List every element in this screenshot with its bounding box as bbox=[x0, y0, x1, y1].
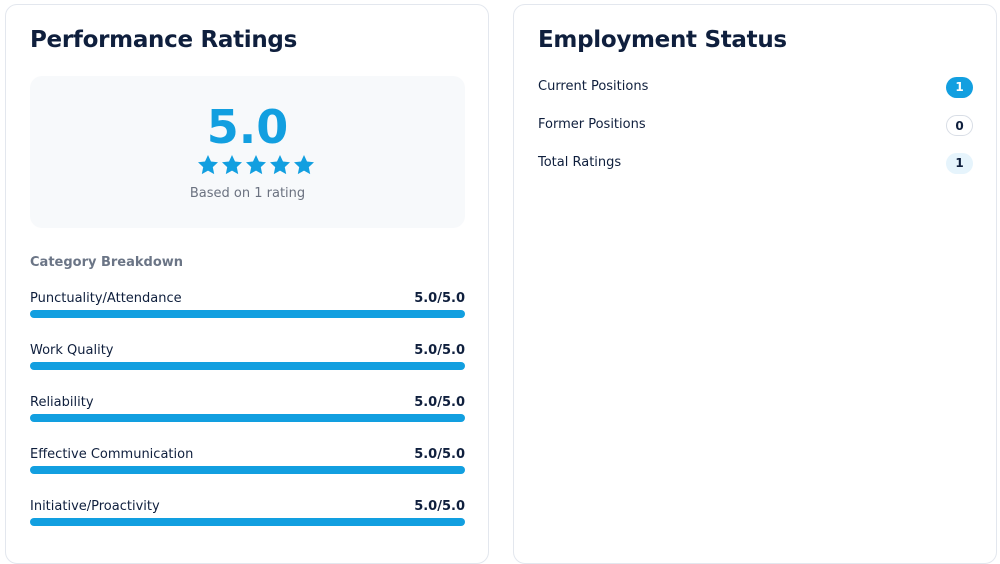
status-row: Current Positions 1 bbox=[538, 77, 973, 99]
category-label: Reliability bbox=[30, 395, 94, 410]
category-score: 5.0/5.0 bbox=[414, 291, 465, 306]
status-label: Total Ratings bbox=[538, 155, 622, 170]
card-title: Performance Ratings bbox=[30, 27, 297, 53]
page: Performance Ratings 5.0 Based on 1 ratin… bbox=[5, 4, 997, 564]
category-score: 5.0/5.0 bbox=[414, 343, 465, 358]
category-row: Punctuality/Attendance 5.0/5.0 bbox=[30, 291, 465, 331]
status-row: Former Positions 0 bbox=[538, 115, 973, 137]
category-score: 5.0/5.0 bbox=[414, 447, 465, 462]
category-row: Effective Communication 5.0/5.0 bbox=[30, 447, 465, 487]
category-score: 5.0/5.0 bbox=[414, 395, 465, 410]
employment-card: Employment Status Current Positions 1 Form… bbox=[513, 4, 997, 564]
count-badge: 1 bbox=[946, 153, 973, 174]
breakdown-title: Category Breakdown bbox=[30, 255, 184, 270]
stars bbox=[198, 155, 314, 175]
progress-bar bbox=[30, 310, 465, 318]
score-box: 5.0 Based on 1 rating bbox=[30, 76, 465, 228]
category-label: Punctuality/Attendance bbox=[30, 291, 182, 306]
rating-count: Based on 1 rating bbox=[189, 186, 306, 201]
count-badge: 1 bbox=[946, 77, 973, 98]
status-label: Former Positions bbox=[538, 117, 646, 132]
progress-bar bbox=[30, 362, 465, 370]
performance-card: Performance Ratings 5.0 Based on 1 ratin… bbox=[5, 4, 489, 564]
count-badge: 0 bbox=[946, 115, 973, 136]
category-row: Reliability 5.0/5.0 bbox=[30, 395, 465, 435]
progress-bar bbox=[30, 414, 465, 422]
progress-bar bbox=[30, 466, 465, 474]
category-label: Work Quality bbox=[30, 343, 114, 358]
status-row: Total Ratings 1 bbox=[538, 153, 973, 175]
overall-score: 5.0 bbox=[206, 100, 289, 154]
category-label: Effective Communication bbox=[30, 447, 194, 462]
status-label: Current Positions bbox=[538, 79, 649, 94]
category-row: Work Quality 5.0/5.0 bbox=[30, 343, 465, 383]
card-title: Employment Status bbox=[538, 27, 787, 53]
progress-bar bbox=[30, 518, 465, 526]
category-label: Initiative/Proactivity bbox=[30, 499, 160, 514]
category-row: Initiative/Proactivity 5.0/5.0 bbox=[30, 499, 465, 539]
category-score: 5.0/5.0 bbox=[414, 499, 465, 514]
